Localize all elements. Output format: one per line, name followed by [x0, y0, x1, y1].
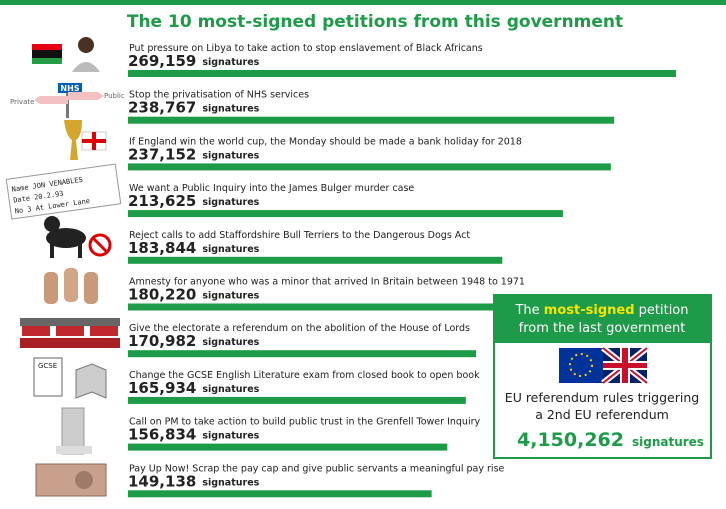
- highlight-box: The most-signed petition from the last g…: [493, 294, 712, 459]
- unit-label: signatures: [202, 197, 259, 208]
- category-label: Give the electorate a referendum on the …: [129, 323, 470, 334]
- icons: NHS Private Public Name JON VENABLES Dat…: [5, 37, 125, 497]
- unit-label: signatures: [202, 477, 259, 488]
- value-label: 183,844: [128, 239, 196, 257]
- category-label: Call on PM to take action to build publi…: [129, 417, 480, 428]
- unit-label: signatures: [202, 104, 259, 115]
- value-label: 238,767: [128, 99, 196, 117]
- category-label: Amnesty for anyone who was a minor that …: [129, 277, 525, 288]
- category-label: Pay Up Now! Scrap the pay cap and give p…: [129, 463, 505, 474]
- icon-text: NHS: [60, 84, 79, 93]
- category-label: Stop the privatisation of NHS services: [129, 90, 309, 101]
- unit-label: signatures: [202, 291, 259, 302]
- bar: [128, 256, 503, 264]
- category-label: We want a Public Inquiry into the James …: [129, 183, 414, 194]
- unit-label: signatures: [202, 150, 259, 161]
- value-label: 149,138: [128, 472, 196, 490]
- unit-label: signatures: [202, 337, 259, 348]
- bar: [128, 396, 466, 404]
- highlight-title-part: most-signed: [544, 303, 635, 318]
- bar: [128, 350, 477, 358]
- highlight-value: 4,150,262: [517, 429, 624, 451]
- chart-title: The 10 most-signed petitions from this g…: [127, 12, 623, 32]
- bar: [128, 163, 611, 171]
- bar: [128, 210, 563, 218]
- bar: [128, 443, 448, 451]
- unit-label: signatures: [202, 244, 259, 255]
- category-label: Change the GCSE English Literature exam …: [129, 370, 480, 381]
- icon-text: Private: [10, 98, 34, 106]
- highlight-title-part: from the last government: [519, 321, 686, 336]
- bar: [128, 116, 615, 124]
- category-label: Reject calls to add Staffordshire Bull T…: [129, 230, 470, 241]
- icon-text: Public: [104, 92, 125, 100]
- value-label: 237,152: [128, 145, 196, 163]
- unit-label: signatures: [202, 384, 259, 395]
- bar: [128, 490, 432, 498]
- icon-text: GCSE: [38, 362, 57, 370]
- highlight-title: The most-signed petition: [514, 303, 688, 318]
- unit-label: signatures: [202, 57, 259, 68]
- highlight-unit: signatures: [632, 435, 704, 449]
- category-label: Put pressure on Libya to take action to …: [129, 43, 483, 54]
- value-label: 170,982: [128, 332, 196, 350]
- highlight-title-part: petition: [635, 303, 689, 318]
- bar: [128, 303, 495, 311]
- value-label: 269,159: [128, 52, 196, 70]
- highlight-title-part: The: [514, 303, 543, 318]
- top-stripe: [0, 0, 726, 5]
- value-label: 213,625: [128, 192, 196, 210]
- value-label: 165,934: [128, 379, 196, 397]
- value-label: 180,220: [128, 286, 196, 304]
- value-label: 156,834: [128, 426, 196, 444]
- category-label: If England win the world cup, the Monday…: [129, 136, 522, 147]
- unit-label: signatures: [202, 431, 259, 442]
- bar: [128, 70, 676, 77]
- highlight-text: EU referendum rules triggering: [505, 390, 699, 405]
- highlight-text: a 2nd EU referendum: [535, 407, 669, 422]
